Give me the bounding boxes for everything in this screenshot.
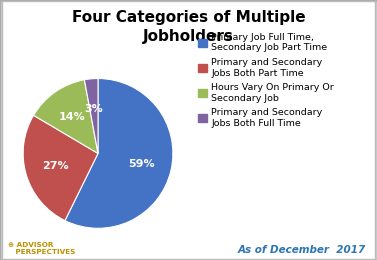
Legend: Primary Job Full Time,
Secondary Job Part Time, Primary and Secondary
Jobs Both : Primary Job Full Time, Secondary Job Par… — [196, 31, 336, 129]
Wedge shape — [65, 79, 173, 228]
Wedge shape — [23, 115, 98, 220]
Text: 27%: 27% — [41, 161, 68, 171]
Wedge shape — [34, 80, 98, 153]
Text: ⊕ ADVISOR
   PERSPECTIVES: ⊕ ADVISOR PERSPECTIVES — [8, 242, 75, 255]
Text: 59%: 59% — [129, 159, 155, 168]
Text: Four Categories of Multiple
Jobholders: Four Categories of Multiple Jobholders — [72, 10, 305, 44]
Text: 3%: 3% — [84, 104, 103, 114]
Text: As of December  2017: As of December 2017 — [238, 245, 366, 255]
Wedge shape — [84, 79, 98, 153]
Text: 14%: 14% — [59, 112, 86, 122]
